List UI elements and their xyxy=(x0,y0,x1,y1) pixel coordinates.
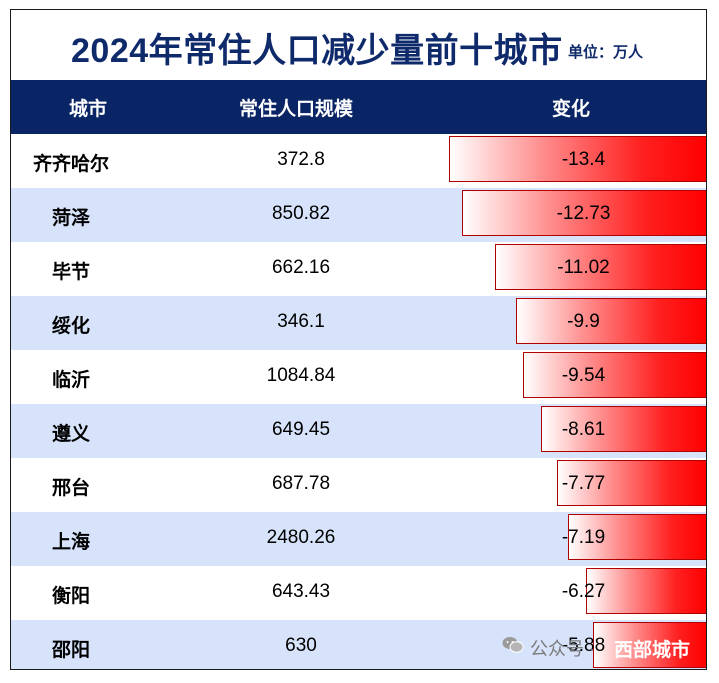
change-value: -6.27 xyxy=(561,581,606,602)
city-cell: 绥化 xyxy=(51,316,90,337)
table-row: 毕节 662.16 -11.02 xyxy=(11,242,706,296)
population-cell: 662.16 xyxy=(271,257,331,278)
table-row: 邵阳 630 -5.88 xyxy=(11,620,706,669)
table-row: 绥化 346.1 -9.9 xyxy=(11,296,706,350)
city-cell: 邵阳 xyxy=(51,640,90,661)
table-row: 齐齐哈尔 372.8 -13.4 xyxy=(11,134,706,188)
chart-title: 2024年常住人口减少量前十城市 xyxy=(71,32,563,70)
change-bar xyxy=(523,352,706,398)
city-cell: 临沂 xyxy=(51,370,90,391)
change-value: -11.02 xyxy=(557,257,610,278)
change-value: -7.77 xyxy=(561,473,606,494)
change-bar xyxy=(516,298,706,344)
city-cell: 邢台 xyxy=(51,478,90,499)
wechat-icon xyxy=(502,637,524,653)
population-cell: 643.43 xyxy=(271,581,331,602)
watermark-brand: 西部城市 xyxy=(614,640,691,661)
table-row: 遵义 649.45 -8.61 xyxy=(11,404,706,458)
population-cell: 687.78 xyxy=(271,473,331,494)
table-header: 城市 常住人口规模 变化 xyxy=(11,80,706,134)
unit-label: 单位：万人 xyxy=(568,44,644,61)
table-row: 菏泽 850.82 -12.73 xyxy=(11,188,706,242)
watermark-text: 公众号 · xyxy=(530,639,595,659)
table-row: 邢台 687.78 -7.77 xyxy=(11,458,706,512)
population-cell: 649.45 xyxy=(271,419,331,440)
table-body: 齐齐哈尔 372.8 -13.4 菏泽 850.82 -12.73 毕节 662.16 -11.… xyxy=(11,134,706,669)
city-cell: 遵义 xyxy=(51,424,90,445)
population-cell: 1084.84 xyxy=(266,365,336,386)
population-cell: 2480.26 xyxy=(266,527,336,548)
city-cell: 上海 xyxy=(51,532,90,553)
table-frame: 2024年常住人口减少量前十城市 单位：万人 城市 常住人口规模 变化 齐齐哈尔… xyxy=(10,9,707,670)
population-cell: 850.82 xyxy=(271,203,331,224)
city-cell: 衡阳 xyxy=(51,586,90,607)
population-cell: 372.8 xyxy=(277,149,325,170)
change-bar xyxy=(568,514,706,560)
title-bar: 2024年常住人口减少量前十城市 单位：万人 xyxy=(11,10,706,80)
header-city: 城市 xyxy=(69,99,108,120)
header-population: 常住人口规模 xyxy=(239,99,354,120)
change-value: -9.54 xyxy=(561,365,606,386)
city-cell: 齐齐哈尔 xyxy=(32,154,109,175)
header-change: 变化 xyxy=(552,99,591,120)
change-value: -8.61 xyxy=(561,419,606,440)
city-cell: 菏泽 xyxy=(51,208,90,229)
change-value: -5.88 xyxy=(561,635,606,656)
table-row: 上海 2480.26 -7.19 xyxy=(11,512,706,566)
change-bar xyxy=(495,244,706,290)
change-value: -12.73 xyxy=(556,203,611,224)
change-value: -7.19 xyxy=(561,527,606,548)
change-bar xyxy=(586,568,706,614)
population-cell: 346.1 xyxy=(277,311,325,332)
change-value: -13.4 xyxy=(561,149,606,170)
population-cell: 630 xyxy=(285,635,317,656)
city-cell: 毕节 xyxy=(51,262,90,283)
change-bar xyxy=(541,406,706,452)
table-row: 临沂 1084.84 -9.54 xyxy=(11,350,706,404)
table-row: 衡阳 643.43 -6.27 xyxy=(11,566,706,620)
change-bar xyxy=(557,460,706,506)
change-bar xyxy=(449,136,706,182)
change-bar xyxy=(462,190,706,236)
change-value: -9.9 xyxy=(567,311,600,332)
change-bar xyxy=(593,622,706,668)
